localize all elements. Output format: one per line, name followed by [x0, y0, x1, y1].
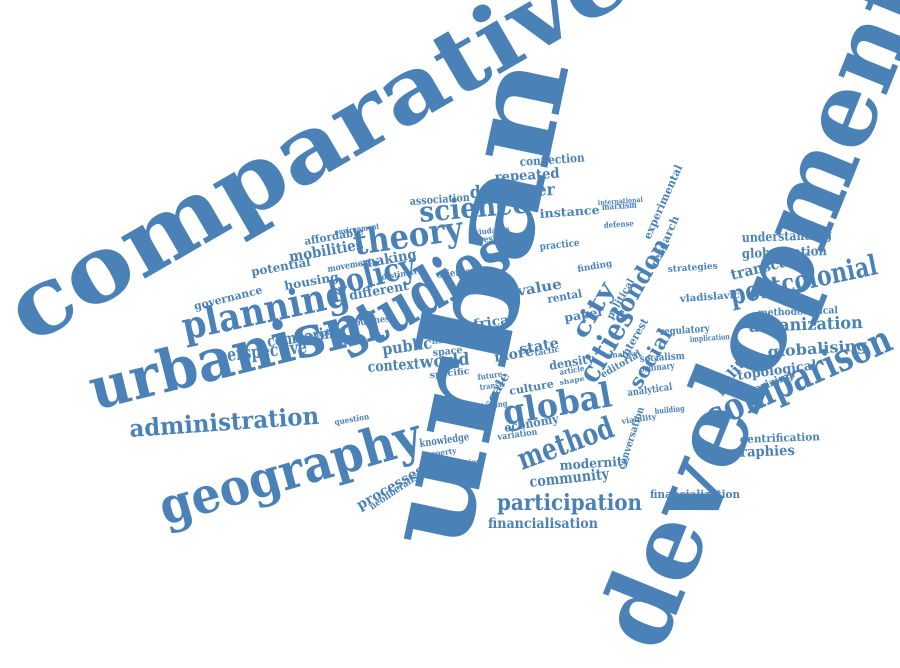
word-marxism: marxism	[602, 201, 638, 213]
word-globalization: globalization	[742, 244, 828, 262]
word-paper: paper	[563, 304, 606, 325]
word-specific: specific	[429, 367, 470, 381]
word-participation: participation	[497, 490, 642, 516]
word-urbanization: urbanization	[747, 313, 863, 337]
word-instance: instance	[539, 203, 600, 221]
word-international: international	[598, 195, 644, 207]
word-article: article	[559, 363, 585, 377]
word-oriented: oriented	[436, 266, 477, 281]
word-connection: connection	[519, 150, 585, 169]
word-value: value	[515, 276, 563, 300]
word-understanding: understanding	[742, 228, 832, 246]
word-post: post	[472, 333, 499, 347]
word-finance: finance	[431, 333, 467, 347]
word-ciudades: ciudades	[474, 223, 510, 237]
word-implication: implication	[689, 331, 730, 344]
word-practice: practice	[539, 238, 580, 253]
word-shape: shape	[559, 374, 586, 387]
word-property: property	[421, 445, 457, 460]
word-state: state	[518, 335, 560, 358]
word-gentrification: gentrification	[740, 430, 820, 446]
word-africa: africa	[463, 313, 510, 334]
word-financialization: financialization	[650, 488, 740, 501]
word-model: model	[419, 320, 450, 333]
word-association: association	[409, 191, 470, 208]
word-more: more	[493, 343, 535, 366]
word-modernity: modernity	[559, 454, 630, 474]
word-finding: finding	[577, 259, 614, 275]
word-building: building	[654, 403, 685, 416]
word-analyse: analyse	[607, 348, 638, 360]
word-socialism: socialism	[639, 351, 685, 365]
word-future: future	[477, 369, 503, 382]
word-resident: resident	[479, 231, 516, 246]
word-developer: developer	[469, 180, 556, 203]
word-geographies: geographies	[705, 443, 796, 462]
word-transit: transit	[479, 379, 505, 392]
word-regulatory: regulatory	[659, 323, 711, 338]
word-ordinary: ordinary	[639, 361, 675, 375]
word-tactic: tactic	[534, 344, 560, 358]
word-repeated: repeated	[494, 165, 560, 186]
word-rental: rental	[546, 287, 583, 306]
word-shaping: shaping	[477, 398, 508, 412]
word-methodological: methodological	[758, 305, 839, 319]
word-space: space	[432, 345, 463, 359]
word-financialisation: financialisation	[488, 516, 598, 532]
word-strategies: strategies	[668, 262, 719, 275]
word-defense: defense	[603, 218, 634, 230]
word-vladislavic: vladislavic	[678, 290, 740, 305]
word-world: world	[418, 350, 470, 374]
word-context: context	[367, 354, 420, 376]
